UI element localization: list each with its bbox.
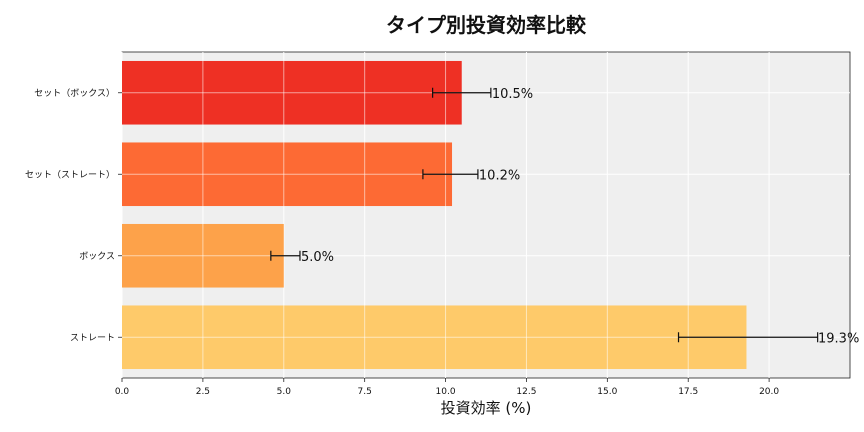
x-axis-ticks: 0.0 2.5 5.0 7.5 10.0 12.5 15.0 17.5 20.0 — [115, 378, 779, 397]
x-tick-label: 10.0 — [436, 387, 456, 397]
x-axis-label: 投資効率 (%) — [441, 399, 532, 417]
data-labels: 10.5% 10.2% 5.0% 19.3% — [301, 87, 859, 347]
x-tick-label: 7.5 — [358, 387, 372, 397]
error-bars — [270, 87, 819, 343]
x-tick-label: 17.5 — [678, 387, 698, 397]
x-tick-label: 5.0 — [277, 387, 292, 397]
x-tick-label: 20.0 — [759, 387, 779, 397]
category-label: セット（ボックス） — [34, 88, 115, 99]
x-tick-label: 2.5 — [196, 387, 210, 397]
data-label: 5.0% — [301, 250, 334, 265]
chart-title: タイプ別投資効率比較 — [386, 13, 587, 37]
x-tick-label: 15.0 — [597, 387, 617, 397]
category-label: ストレート — [70, 333, 115, 343]
category-label: セット（ストレート） — [25, 169, 115, 180]
bars — [122, 60, 747, 370]
data-label: 10.5% — [492, 87, 533, 102]
x-tick-label: 0.0 — [115, 387, 130, 397]
category-label: ボックス — [79, 251, 115, 262]
data-label: 10.2% — [479, 168, 520, 183]
data-label: 19.3% — [818, 331, 859, 346]
x-tick-label: 12.5 — [516, 387, 536, 397]
